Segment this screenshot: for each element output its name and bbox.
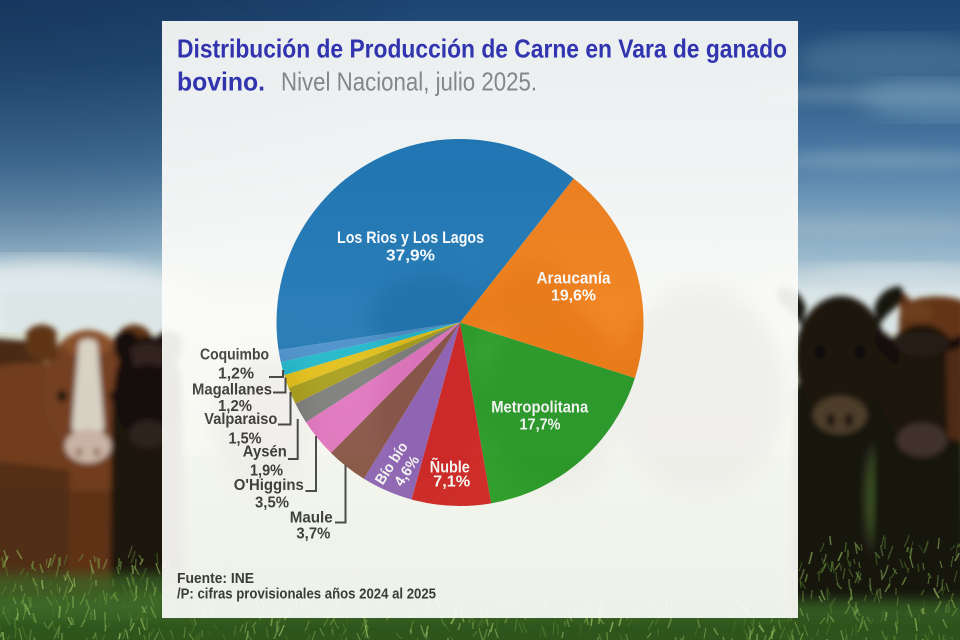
svg-text:Nivel Nacional, julio 2025.: Nivel Nacional, julio 2025. — [281, 67, 537, 97]
svg-text:Distribución de Producción de: Distribución de Producción de Carne en V… — [177, 34, 787, 64]
svg-text:Valparaiso: Valparaiso — [204, 411, 277, 428]
svg-text:Ñuble: Ñuble — [430, 457, 470, 477]
svg-text:Coquimbo: Coquimbo — [200, 347, 269, 364]
svg-text:Araucanía: Araucanía — [537, 270, 612, 288]
svg-text:bovino.: bovino. — [177, 67, 265, 97]
svg-text:3,7%: 3,7% — [296, 526, 330, 543]
svg-text:O'Higgins: O'Higgins — [234, 477, 304, 494]
svg-text:19,6%: 19,6% — [551, 288, 596, 305]
svg-text:7,1%: 7,1% — [433, 474, 470, 491]
svg-text:Metropolitana: Metropolitana — [491, 399, 589, 417]
svg-text:1,2%: 1,2% — [218, 398, 252, 415]
svg-text:1,5%: 1,5% — [229, 431, 262, 448]
svg-text:37,9%: 37,9% — [386, 248, 435, 265]
svg-text:/P: cifras provisionales años: /P: cifras provisionales años 2024 al 20… — [177, 586, 436, 603]
svg-text:Magallanes: Magallanes — [192, 382, 272, 399]
svg-text:Maule: Maule — [290, 510, 333, 527]
svg-text:Aysén: Aysén — [243, 444, 287, 461]
svg-text:1,2%: 1,2% — [218, 366, 254, 383]
svg-text:Los Rios y Los Lagos: Los Rios y Los Lagos — [337, 229, 484, 247]
svg-text:17,7%: 17,7% — [520, 417, 561, 434]
svg-text:3,5%: 3,5% — [255, 495, 289, 512]
svg-text:Fuente: INE: Fuente: INE — [177, 570, 254, 587]
svg-text:1,9%: 1,9% — [250, 463, 283, 480]
